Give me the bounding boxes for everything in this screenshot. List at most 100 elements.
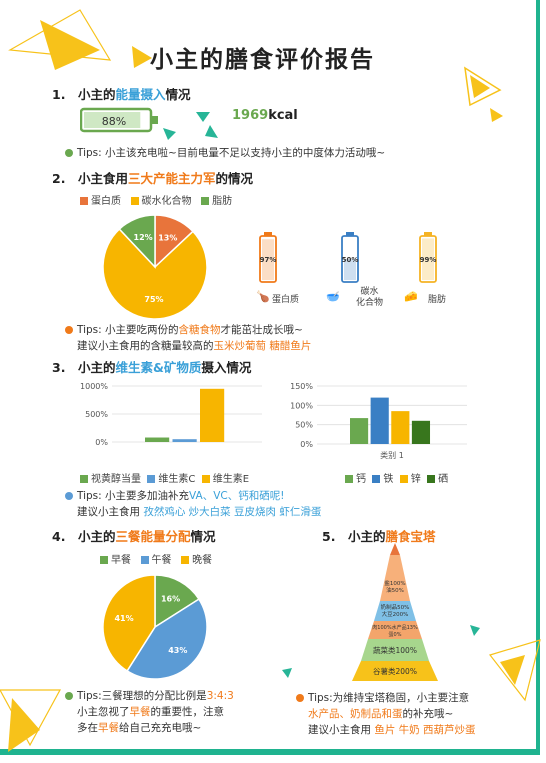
battery-cap (264, 232, 272, 236)
battery-body (259, 235, 277, 283)
triangle-decor (205, 125, 218, 138)
battery-percent: 88% (102, 115, 126, 128)
bullet-icon (65, 692, 73, 700)
pie-label: 13% (158, 233, 177, 242)
section-2-heading: 2. 小主食用三大产能主力军的情况 (52, 171, 254, 186)
section-4-heading: 4. 小主的三餐能量分配情况 (52, 529, 216, 544)
meal-pie-chart: 16% 43% 41% (102, 574, 208, 680)
pyramid-text: 大豆200% (382, 610, 409, 618)
legend-swatch (201, 197, 210, 205)
chicken-leg-icon: 🍗 (256, 290, 270, 303)
bullet-icon (65, 492, 73, 500)
bar (411, 420, 431, 444)
bar (145, 437, 170, 442)
tip-meal: Tips:三餐理想的分配比例是3:4:3 小主忽视了早餐的重要性，注意 多在早餐… (65, 688, 234, 736)
macro-legend: 蛋白质 碳水化合物 脂肪 (80, 192, 232, 207)
legend-swatch (372, 475, 381, 483)
battery-level (344, 259, 356, 280)
battery-icon: 88% (79, 107, 158, 133)
pyramid-text: 油50% (386, 586, 404, 594)
legend-swatch (80, 197, 88, 205)
pyramid-level-salt-oil (380, 555, 410, 601)
macro-pie-chart: 13% 75% 12% (102, 214, 208, 320)
legend-swatch (100, 556, 108, 564)
battery-percent: 99% (420, 256, 437, 264)
pie-slice (102, 228, 208, 320)
triangle-decor (196, 112, 210, 122)
legend-swatch (201, 475, 210, 483)
bowl-icon: 🥣 (326, 290, 340, 303)
page-frame (0, 0, 540, 755)
triangle-decor (500, 655, 525, 685)
y-tick-label: 1000% (80, 382, 108, 391)
svg-text:盐100%油50%: 盐100%油50% (384, 579, 405, 594)
battery-body (341, 235, 359, 283)
y-tick-label: 50% (295, 421, 313, 430)
triangle-decor (8, 698, 40, 752)
y-tick-label: 0% (95, 438, 108, 447)
bar (350, 418, 369, 444)
legend-swatch (399, 475, 408, 483)
pie-label: 41% (114, 614, 133, 623)
triangle-decor (132, 46, 152, 68)
triangle-decor (282, 668, 292, 678)
legend-swatch (140, 556, 149, 564)
pyramid-level-meat (368, 621, 422, 639)
pyramid-text: 肉100%水产品13% (372, 624, 418, 631)
triangle-outline-decor (464, 66, 502, 107)
triangle-decor (470, 75, 490, 98)
y-tick-label: 150% (290, 382, 313, 391)
y-tick-label: 0% (300, 440, 313, 449)
bar (370, 397, 389, 444)
battery-cap (424, 232, 432, 236)
legend-swatch (80, 475, 88, 483)
pie-slice (118, 214, 156, 269)
pyramid-level-vegetable (361, 639, 429, 661)
battery-percent: 50% (342, 256, 359, 264)
pie-label: 43% (168, 646, 187, 655)
pie-label: 16% (161, 595, 180, 604)
pyramid-text: 奶制品50% (381, 603, 410, 611)
vitamin-legend: 视黄醇当量 维生素C 维生素E (80, 470, 249, 485)
battery-level (422, 238, 434, 280)
legend-swatch (181, 556, 190, 564)
battery-cap (346, 232, 354, 236)
mineral-bar-chart: 150% 100% 50% 0% 类别 1 (290, 382, 467, 460)
battery-percent: 97% (260, 256, 277, 264)
battery-label-fat: 脂肪 (428, 295, 447, 305)
pie-slice (154, 574, 200, 629)
triangle-decor (490, 108, 503, 122)
legend-swatch (147, 475, 156, 483)
battery-body (419, 235, 437, 283)
tip-vitamin: Tips: 小主要多加油补充VA、VC、钙和硒呢! 建议小主食用 孜然鸡心 炒大… (65, 488, 321, 520)
triangle-outline-decor (488, 639, 541, 702)
pyramid-text: 蛋0% (389, 631, 402, 638)
pie-label: 75% (144, 295, 163, 304)
cheese-icon: 🧀 (404, 290, 418, 303)
legend-swatch (130, 197, 139, 205)
bullet-icon (65, 149, 73, 157)
legend-swatch (427, 475, 436, 483)
pyramid-text: 谷薯类200% (373, 666, 417, 676)
macro-batteries: 97% 50% 99% (259, 232, 437, 283)
pie-slice (126, 598, 208, 680)
triangle-outline-decor (8, 9, 112, 61)
triangle-decor (40, 20, 100, 70)
pyramid-level-grain (352, 661, 438, 681)
page-title: 小主的膳食评价报告 (150, 47, 375, 73)
bar (172, 439, 197, 442)
bullet-icon (296, 694, 304, 702)
x-axis-label: 类别 1 (380, 450, 404, 460)
tip-energy: Tips: 小主该充电啦~目前电量不足以支持小主的中度体力活动哦~ (65, 145, 385, 160)
section-1-heading: 1. 小主的能量摄入情况 (52, 87, 191, 102)
triangle-decor (470, 625, 480, 636)
kcal-value: 1969kcal (232, 108, 298, 123)
bar (200, 388, 225, 442)
mineral-legend: 钙 铁 锌 硒 (345, 470, 448, 485)
svg-text:奶制品50%大豆200%: 奶制品50%大豆200% (381, 603, 410, 618)
pie-label: 12% (134, 233, 153, 242)
section-3-heading: 3. 小主的维生素&矿物质摄入情况 (52, 360, 252, 375)
battery-label-carb: 碳水 化合物 (356, 287, 384, 308)
pyramid-text: 盐100% (384, 579, 405, 587)
